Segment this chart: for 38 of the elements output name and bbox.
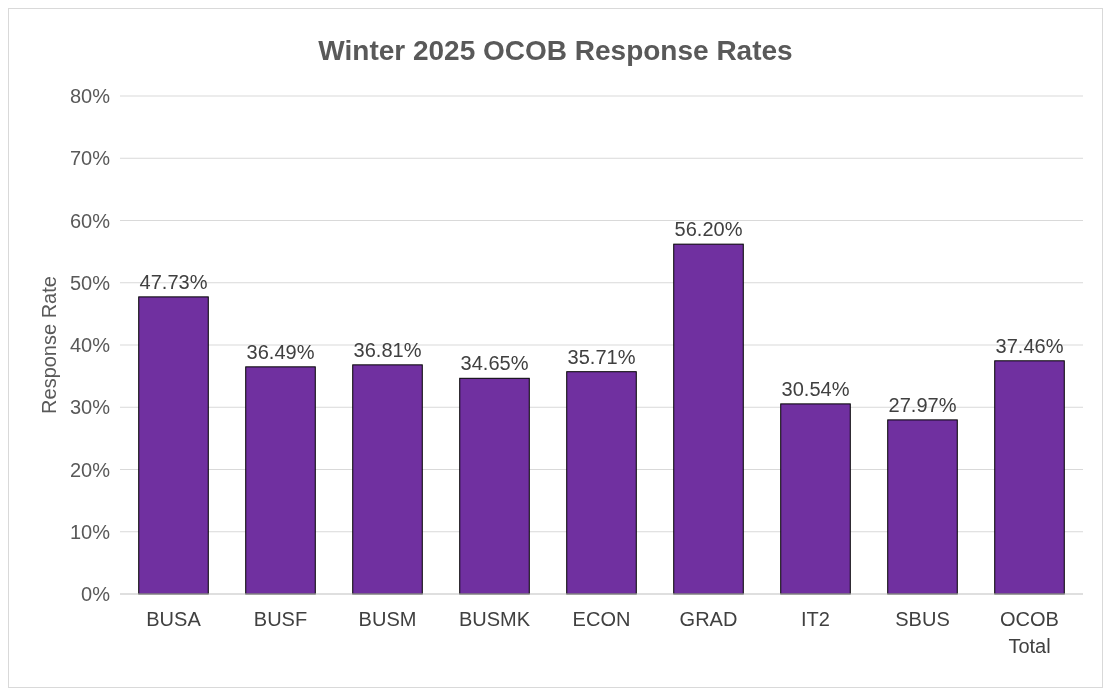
bar <box>459 377 530 595</box>
data-label: 27.97% <box>888 393 957 416</box>
bar <box>780 403 851 595</box>
bar <box>994 360 1065 595</box>
y-tick-label: 40% <box>69 334 111 356</box>
y-tick-label: 0% <box>81 583 111 605</box>
x-tick-label: BUSF <box>253 608 308 630</box>
y-tick-label: 70% <box>69 147 111 170</box>
data-label: 36.81% <box>353 338 422 361</box>
x-tick-label: BUSMK <box>458 608 531 630</box>
data-label: 35.71% <box>567 345 636 368</box>
y-tick-label: 20% <box>69 458 111 481</box>
y-tick-label: 60% <box>69 209 111 232</box>
data-label: 47.73% <box>139 270 208 293</box>
y-axis-title: Response Rate <box>38 276 60 414</box>
data-label: 37.46% <box>995 334 1064 357</box>
data-label: 56.20% <box>674 218 743 241</box>
bar <box>245 366 316 595</box>
bar <box>887 419 958 595</box>
y-tick-label: 30% <box>69 396 111 419</box>
y-tick-label: 80% <box>69 85 111 107</box>
bar <box>566 371 637 595</box>
y-tick-label: 50% <box>69 271 111 294</box>
x-tick-label: BUSM <box>358 608 417 630</box>
x-tick-label: IT2 <box>801 608 830 630</box>
x-tick-label: SBUS <box>895 608 950 630</box>
data-label: 30.54% <box>781 377 850 400</box>
x-tick-label: GRAD <box>679 608 738 630</box>
y-tick-label: 10% <box>69 520 111 543</box>
x-tick-label: OCOB Total <box>1000 608 1059 657</box>
x-tick-label: BUSA <box>146 608 202 630</box>
bar <box>352 364 423 595</box>
data-label: 36.49% <box>246 340 315 363</box>
bar <box>673 243 744 595</box>
bar <box>138 296 209 595</box>
data-label: 34.65% <box>460 352 529 375</box>
x-tick-label: ECON <box>572 608 631 630</box>
chart-title: Winter 2025 OCOB Response Rates <box>318 35 793 66</box>
